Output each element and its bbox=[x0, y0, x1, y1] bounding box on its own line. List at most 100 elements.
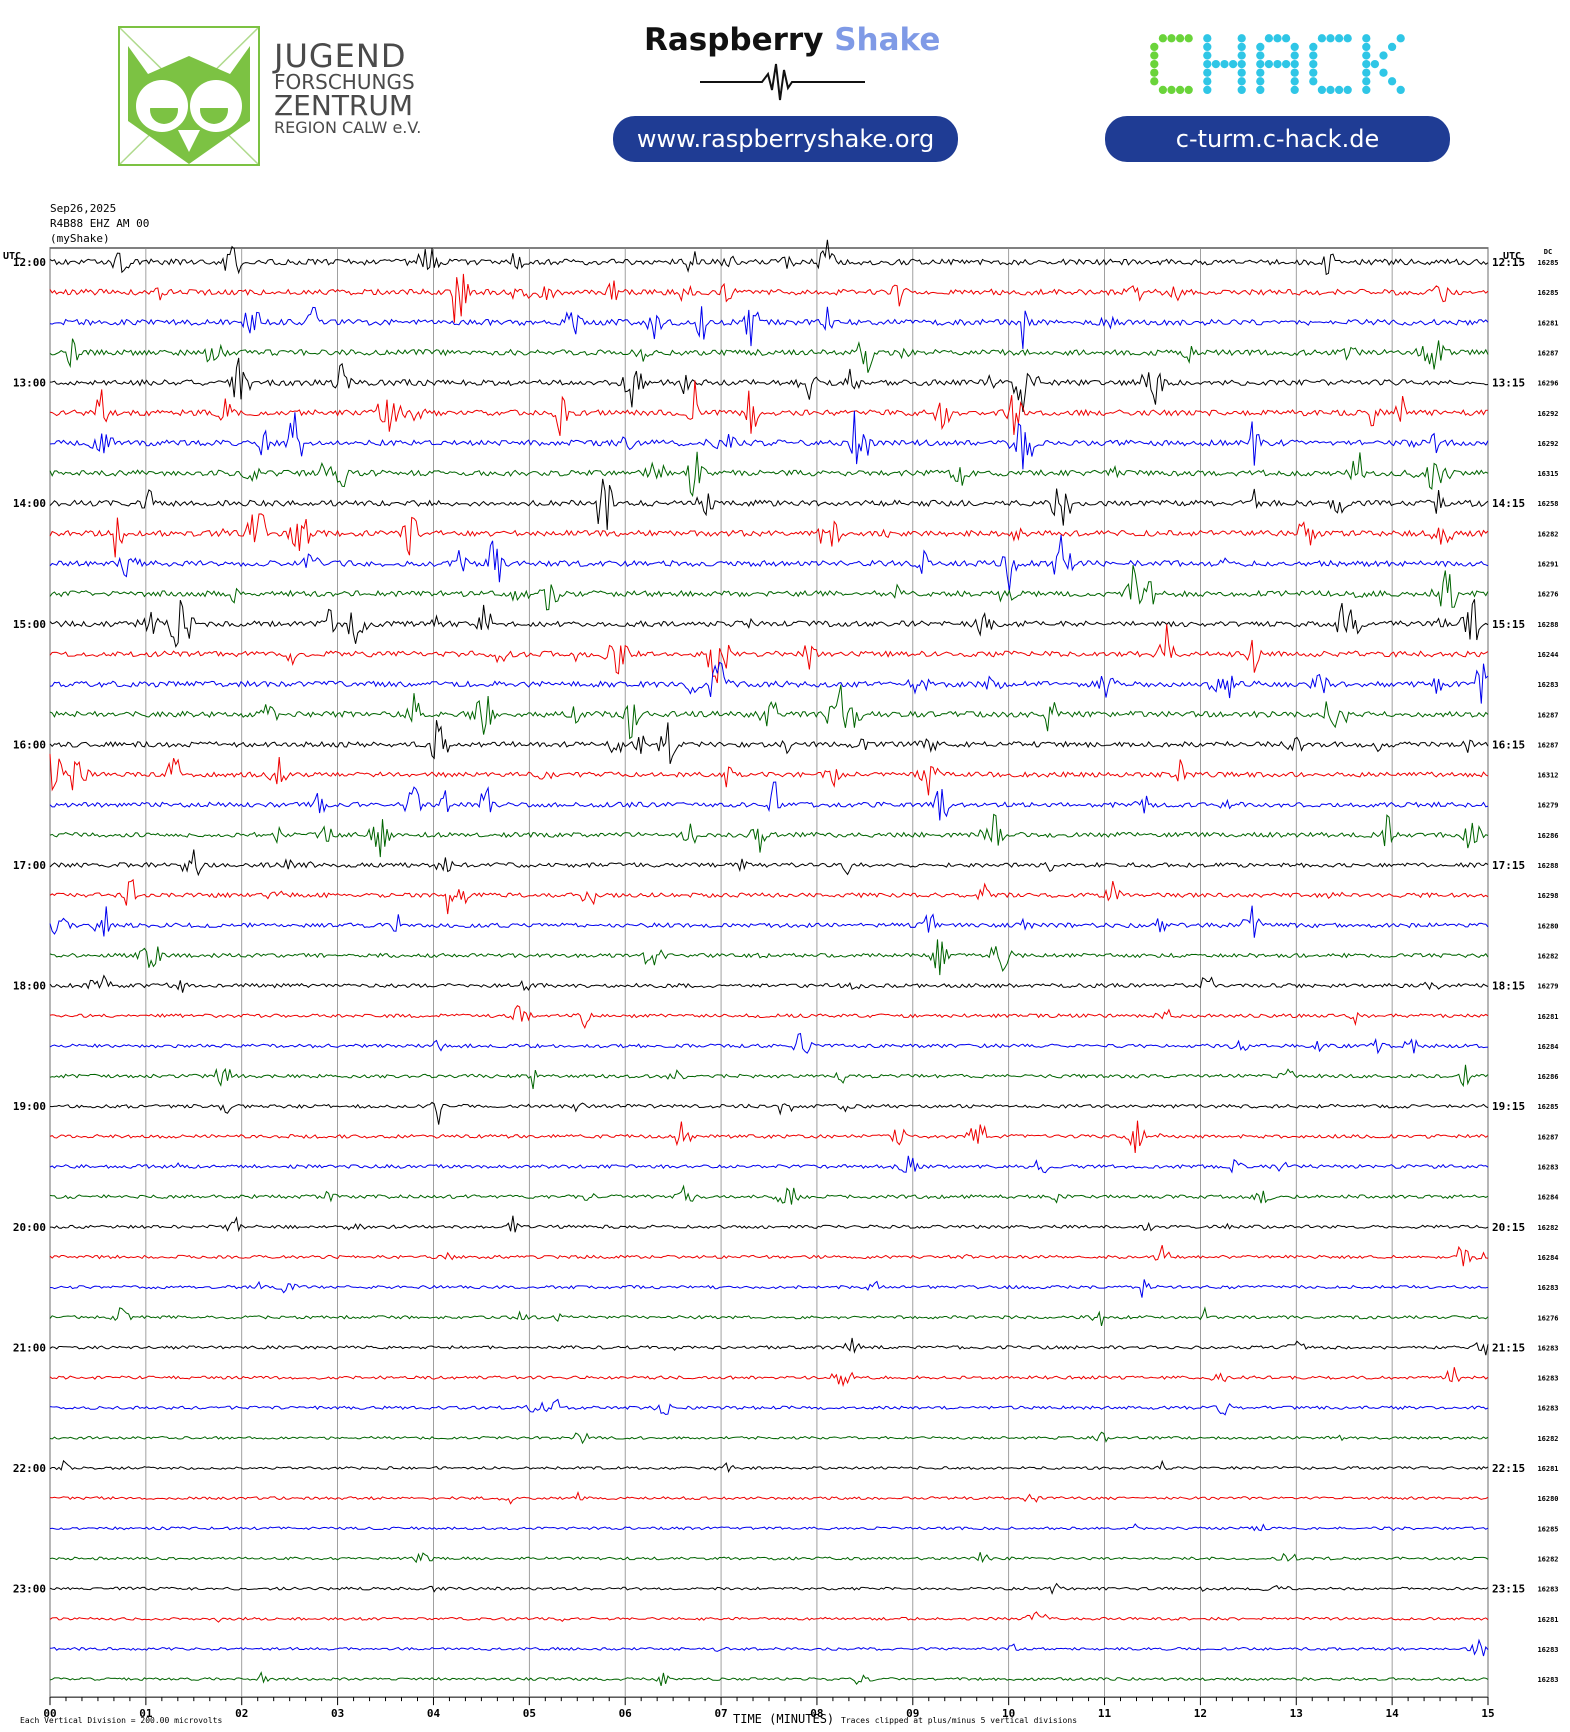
seismic-trace bbox=[49, 661, 1489, 704]
seismic-trace bbox=[49, 1337, 1489, 1356]
dc-offset-label: 16284 bbox=[1537, 1194, 1558, 1202]
chack-logo-dot bbox=[1309, 68, 1318, 77]
hour-label-right: 18:15 bbox=[1492, 980, 1525, 993]
chack-logo-dot bbox=[1184, 34, 1193, 43]
seismic-trace bbox=[49, 1671, 1489, 1687]
hour-label-right: 19:15 bbox=[1492, 1100, 1525, 1113]
chack-logo-dot bbox=[1362, 34, 1371, 43]
x-tick-label: 14 bbox=[1386, 1707, 1400, 1720]
hour-label-left: 12:00 bbox=[13, 256, 46, 269]
chack-logo-dot bbox=[1281, 59, 1291, 69]
dc-offset-label: 16283 bbox=[1537, 1646, 1558, 1654]
x-tick-label: 02 bbox=[235, 1707, 248, 1720]
seismic-trace bbox=[49, 564, 1489, 611]
seismic-trace bbox=[49, 1582, 1489, 1595]
seismic-trace bbox=[49, 878, 1489, 915]
chack-logo-dot bbox=[1228, 59, 1238, 69]
seismic-trace bbox=[49, 306, 1489, 349]
chack-logo-dot bbox=[1273, 34, 1282, 43]
chack-logo-dot bbox=[1362, 59, 1371, 69]
chack-logo-dot bbox=[1281, 34, 1291, 43]
dc-offset-label: 16281 bbox=[1537, 1013, 1558, 1021]
chack-logo-dot bbox=[1220, 59, 1229, 69]
chack-logo-dot bbox=[1237, 77, 1246, 86]
chack-logo-dot bbox=[1387, 77, 1397, 86]
dc-offset-label: 16283 bbox=[1537, 1405, 1558, 1413]
seismic-trace bbox=[49, 720, 1489, 765]
chack-logo-dot bbox=[1264, 34, 1274, 43]
dc-offset-label: 16283 bbox=[1537, 681, 1558, 689]
dc-offset-label: 16282 bbox=[1537, 952, 1558, 960]
chack-logo-dot bbox=[1326, 85, 1335, 95]
seismic-trace bbox=[49, 1032, 1489, 1055]
chack-logo-dot bbox=[1290, 51, 1299, 60]
x-tick-label: 10 bbox=[1002, 1707, 1015, 1720]
x-tick-label: 04 bbox=[427, 1707, 441, 1720]
chack-logo-dot bbox=[1396, 85, 1405, 95]
x-tick-label: 15 bbox=[1481, 1707, 1494, 1720]
chack-url-link[interactable]: c-turm.c-hack.de bbox=[1105, 116, 1450, 162]
chack-logo-dot bbox=[1256, 77, 1265, 86]
hour-label-right: 12:15 bbox=[1492, 256, 1525, 269]
dc-offset-label: 16282 bbox=[1537, 1435, 1558, 1443]
chack-logo-dot bbox=[1184, 85, 1193, 95]
chack-logo-dot bbox=[1237, 34, 1246, 43]
x-tick-label: 11 bbox=[1098, 1707, 1112, 1720]
x-tick-label: 01 bbox=[139, 1707, 153, 1720]
seismic-trace bbox=[49, 781, 1489, 821]
dc-offset-label: 16292 bbox=[1537, 440, 1558, 448]
chack-logo-dot bbox=[1334, 34, 1344, 43]
seismic-trace bbox=[49, 939, 1489, 976]
chack-logo-dot bbox=[1290, 77, 1299, 86]
chack-logo-dot bbox=[1317, 34, 1327, 43]
seismic-trace bbox=[49, 813, 1489, 858]
seismic-trace bbox=[49, 1552, 1489, 1564]
seismic-trace bbox=[49, 624, 1489, 684]
x-tick-label: 05 bbox=[523, 1707, 536, 1720]
seismic-trace bbox=[49, 1523, 1489, 1532]
chack-logo-dot bbox=[1256, 68, 1265, 77]
dc-offset-label: 16287 bbox=[1537, 1133, 1558, 1141]
dc-offset-label: 16282 bbox=[1537, 1224, 1558, 1232]
seismic-trace bbox=[49, 1459, 1489, 1473]
dc-offset-label: 16287 bbox=[1537, 741, 1558, 749]
chack-logo-dot bbox=[1379, 51, 1388, 60]
dc-offset-label: 16283 bbox=[1537, 1586, 1558, 1594]
chack-logo-dot bbox=[1362, 85, 1371, 95]
chack-logo-dot bbox=[1343, 85, 1352, 95]
jfz-name: JUGEND FORSCHUNGS ZENTRUM REGION CALW e.… bbox=[274, 40, 421, 136]
dc-offset-label: 16282 bbox=[1537, 530, 1558, 538]
chack-logo-dot bbox=[1237, 59, 1246, 69]
dc-offset-label: 16281 bbox=[1537, 1465, 1558, 1473]
hour-label-right: 15:15 bbox=[1492, 618, 1525, 631]
dc-offset-label: 16285 bbox=[1537, 1103, 1558, 1111]
seismic-trace bbox=[49, 410, 1489, 470]
rs-title-main: Raspberry bbox=[644, 22, 824, 58]
seismic-trace bbox=[49, 273, 1489, 323]
hour-label-right: 23:15 bbox=[1492, 1583, 1525, 1596]
seismic-trace bbox=[49, 1120, 1489, 1154]
hour-label-left: 21:00 bbox=[13, 1341, 46, 1354]
chack-logo-dot bbox=[1256, 51, 1265, 60]
chack-logo-dot bbox=[1256, 42, 1265, 52]
network-name: (myShake) bbox=[50, 232, 110, 245]
seismic-trace bbox=[49, 1638, 1489, 1657]
chack-logo-dot bbox=[1150, 51, 1159, 60]
dc-offset-label: 16283 bbox=[1537, 1284, 1558, 1292]
raspberry-shake-logo-text: Raspberry Shake bbox=[644, 22, 940, 58]
raspberryshake-url-link[interactable]: www.raspberryshake.org bbox=[613, 116, 958, 162]
chack-logo-dot bbox=[1309, 77, 1318, 86]
dc-offset-label: 16244 bbox=[1537, 651, 1558, 659]
seismic-trace bbox=[49, 1490, 1489, 1505]
hour-label-right: 17:15 bbox=[1492, 859, 1525, 872]
x-tick-label: 03 bbox=[331, 1707, 344, 1720]
seismic-trace bbox=[49, 239, 1489, 276]
clip-note: Traces clipped at plus/minus 5 vertical … bbox=[841, 1716, 1078, 1725]
seismic-trace bbox=[50, 1215, 1489, 1233]
dc-offset-label: 16286 bbox=[1537, 832, 1558, 840]
seismic-trace bbox=[49, 599, 1489, 648]
dc-offset-label: 16285 bbox=[1537, 259, 1558, 267]
jfz-line-4: REGION CALW e.V. bbox=[274, 118, 422, 137]
dc-offset-label: 16276 bbox=[1537, 1314, 1558, 1322]
